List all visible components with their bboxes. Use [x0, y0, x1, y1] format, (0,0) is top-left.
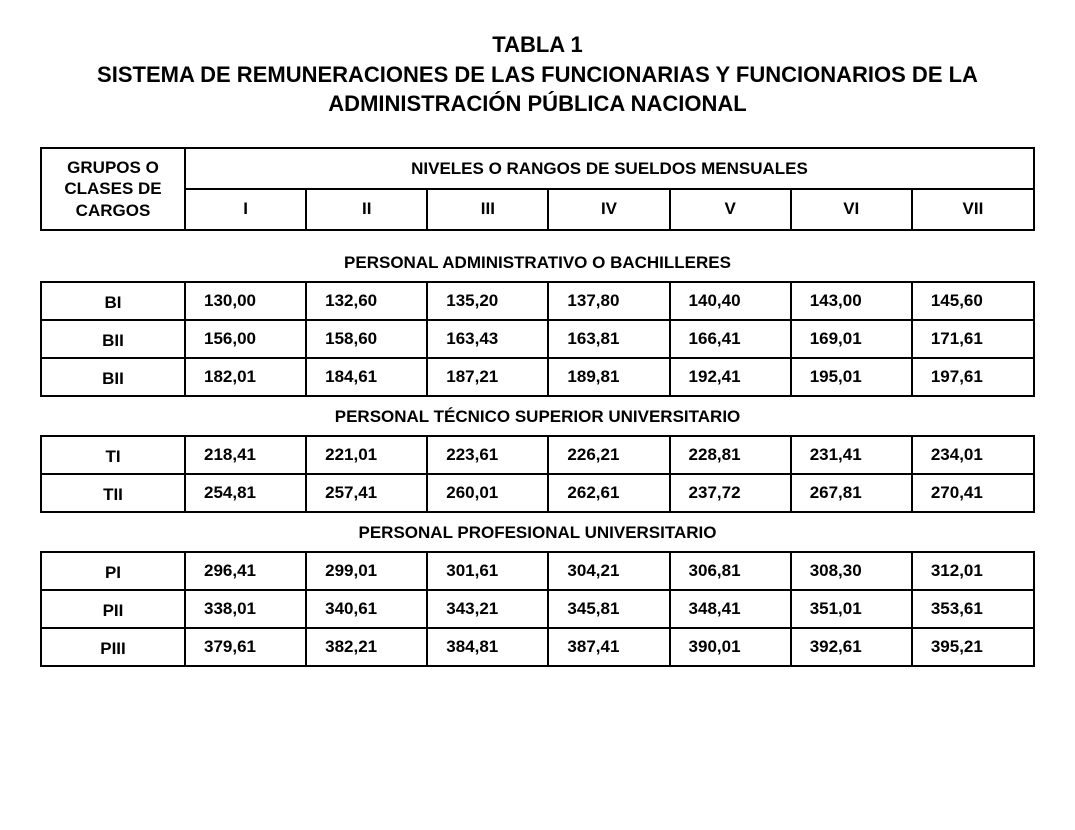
header-col-2: II	[306, 189, 427, 230]
cell: 140,40	[670, 282, 791, 320]
cell: 221,01	[306, 436, 427, 474]
cell: 163,43	[427, 320, 548, 358]
cell: 158,60	[306, 320, 427, 358]
title-line-1: TABLA 1	[40, 30, 1035, 60]
section-title: PERSONAL TÉCNICO SUPERIOR UNIVERSITARIO	[41, 396, 1034, 436]
cell: 197,61	[912, 358, 1034, 396]
table-row: BI130,00132,60135,20137,80140,40143,0014…	[41, 282, 1034, 320]
table-row: PII338,01340,61343,21345,81348,41351,013…	[41, 590, 1034, 628]
cell: 130,00	[185, 282, 306, 320]
header-col-4: IV	[548, 189, 669, 230]
cell: 345,81	[548, 590, 669, 628]
title-block: TABLA 1 SISTEMA DE REMUNERACIONES DE LAS…	[40, 30, 1035, 119]
cell: 382,21	[306, 628, 427, 666]
cell: 262,61	[548, 474, 669, 512]
section-header-row: PERSONAL TÉCNICO SUPERIOR UNIVERSITARIO	[41, 396, 1034, 436]
cell: 234,01	[912, 436, 1034, 474]
cell: 340,61	[306, 590, 427, 628]
cell: 379,61	[185, 628, 306, 666]
header-col-3: III	[427, 189, 548, 230]
row-label: BII	[41, 320, 185, 358]
row-label: TI	[41, 436, 185, 474]
header-col-6: VI	[791, 189, 912, 230]
cell: 132,60	[306, 282, 427, 320]
cell: 338,01	[185, 590, 306, 628]
cell: 135,20	[427, 282, 548, 320]
cell: 296,41	[185, 552, 306, 590]
table-header: GRUPOS O CLASES DE CARGOS NIVELES O RANG…	[41, 148, 1034, 230]
cell: 353,61	[912, 590, 1034, 628]
cell: 299,01	[306, 552, 427, 590]
cell: 304,21	[548, 552, 669, 590]
header-col-7: VII	[912, 189, 1034, 230]
section-header-row: PERSONAL PROFESIONAL UNIVERSITARIO	[41, 512, 1034, 552]
cell: 301,61	[427, 552, 548, 590]
header-columns-row: I II III IV V VI VII	[41, 189, 1034, 230]
cell: 169,01	[791, 320, 912, 358]
header-col-1: I	[185, 189, 306, 230]
cell: 156,00	[185, 320, 306, 358]
cell: 192,41	[670, 358, 791, 396]
cell: 166,41	[670, 320, 791, 358]
salary-table: GRUPOS O CLASES DE CARGOS NIVELES O RANG…	[40, 147, 1035, 667]
row-label: BII	[41, 358, 185, 396]
table-row: PIII379,61382,21384,81387,41390,01392,61…	[41, 628, 1034, 666]
cell: 390,01	[670, 628, 791, 666]
cell: 312,01	[912, 552, 1034, 590]
cell: 189,81	[548, 358, 669, 396]
row-label: PIII	[41, 628, 185, 666]
cell: 392,61	[791, 628, 912, 666]
row-label: TII	[41, 474, 185, 512]
cell: 184,61	[306, 358, 427, 396]
row-label: BI	[41, 282, 185, 320]
cell: 395,21	[912, 628, 1034, 666]
cell: 343,21	[427, 590, 548, 628]
section-title: PERSONAL PROFESIONAL UNIVERSITARIO	[41, 512, 1034, 552]
table-body: PERSONAL ADMINISTRATIVO O BACHILLERESBI1…	[41, 230, 1034, 666]
cell: 351,01	[791, 590, 912, 628]
cell: 218,41	[185, 436, 306, 474]
cell: 237,72	[670, 474, 791, 512]
row-label: PI	[41, 552, 185, 590]
header-groups-label: GRUPOS O CLASES DE CARGOS	[41, 148, 185, 230]
cell: 195,01	[791, 358, 912, 396]
cell: 145,60	[912, 282, 1034, 320]
cell: 387,41	[548, 628, 669, 666]
section-title: PERSONAL ADMINISTRATIVO O BACHILLERES	[41, 243, 1034, 282]
cell: 260,01	[427, 474, 548, 512]
cell: 187,21	[427, 358, 548, 396]
cell: 384,81	[427, 628, 548, 666]
cell: 306,81	[670, 552, 791, 590]
cell: 228,81	[670, 436, 791, 474]
table-row: TI218,41221,01223,61226,21228,81231,4123…	[41, 436, 1034, 474]
cell: 182,01	[185, 358, 306, 396]
cell: 226,21	[548, 436, 669, 474]
table-row: BII156,00158,60163,43163,81166,41169,011…	[41, 320, 1034, 358]
section-header-row: PERSONAL ADMINISTRATIVO O BACHILLERES	[41, 243, 1034, 282]
title-line-2: SISTEMA DE REMUNERACIONES DE LAS FUNCION…	[40, 60, 1035, 119]
cell: 308,30	[791, 552, 912, 590]
cell: 143,00	[791, 282, 912, 320]
row-label: PII	[41, 590, 185, 628]
cell: 254,81	[185, 474, 306, 512]
header-levels-label: NIVELES O RANGOS DE SUELDOS MENSUALES	[185, 148, 1034, 189]
cell: 348,41	[670, 590, 791, 628]
cell: 137,80	[548, 282, 669, 320]
header-col-5: V	[670, 189, 791, 230]
cell: 163,81	[548, 320, 669, 358]
cell: 257,41	[306, 474, 427, 512]
table-row: PI296,41299,01301,61304,21306,81308,3031…	[41, 552, 1034, 590]
cell: 231,41	[791, 436, 912, 474]
cell: 171,61	[912, 320, 1034, 358]
table-row: TII254,81257,41260,01262,61237,72267,812…	[41, 474, 1034, 512]
cell: 267,81	[791, 474, 912, 512]
cell: 270,41	[912, 474, 1034, 512]
cell: 223,61	[427, 436, 548, 474]
table-row: BII182,01184,61187,21189,81192,41195,011…	[41, 358, 1034, 396]
